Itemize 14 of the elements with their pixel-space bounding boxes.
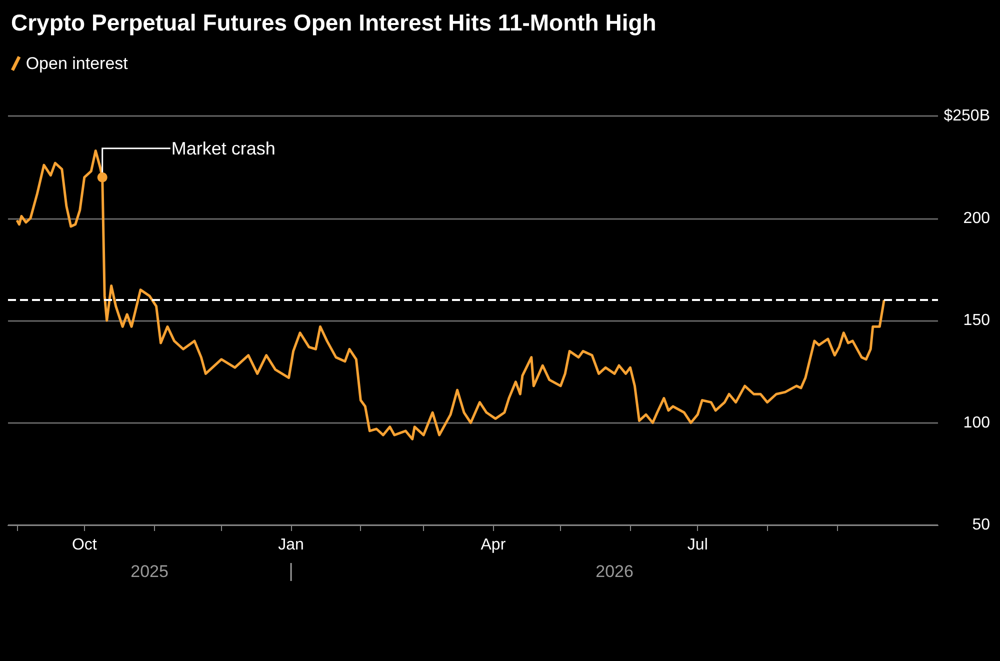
y-tick-label: 50 [972, 516, 990, 534]
text: 2025 [130, 562, 168, 581]
x-tick-label: Jul [687, 536, 708, 554]
y-tick-label: $250B [944, 108, 990, 124]
x-tick-label: Apr [480, 536, 506, 554]
y-tick-label: 200 [963, 210, 990, 227]
annotation: Market crash [171, 138, 276, 158]
x-tick-label: Oct [72, 536, 98, 554]
text: 2026 [596, 562, 634, 581]
chart-title: Crypto Perpetual Futures Open Interest Hits 11-Month High [11, 10, 656, 36]
y-tick-label: 100 [963, 414, 990, 432]
y-tick-label: 150 [963, 312, 990, 329]
legend-label: Open interest [26, 54, 128, 73]
x-tick-label: Jan [278, 536, 304, 554]
